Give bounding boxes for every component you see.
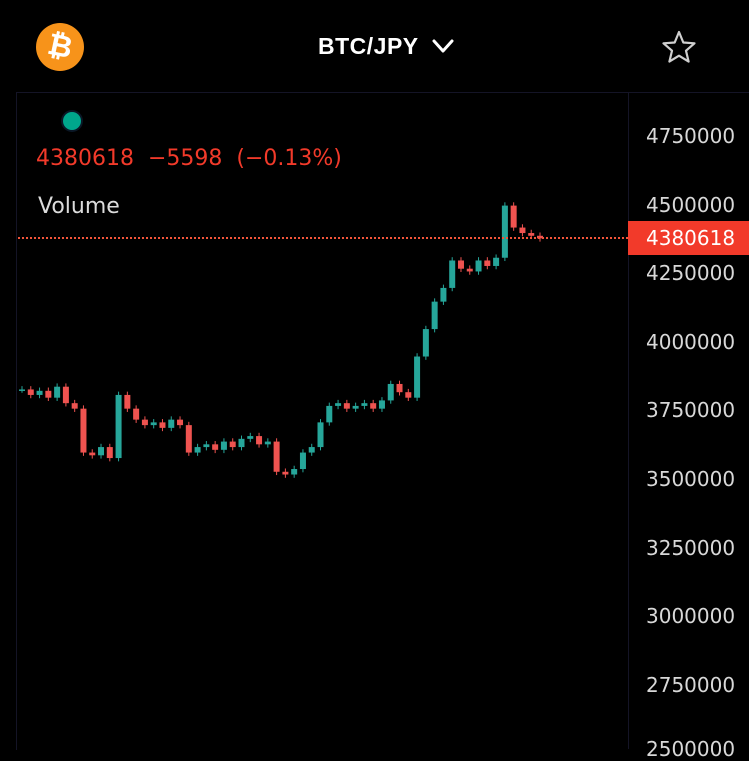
- quote-line: 4380618 −5598 (−0.13%): [36, 146, 342, 171]
- price-axis-tick: 4750000: [646, 124, 736, 148]
- candle: [98, 447, 105, 456]
- star-icon[interactable]: [662, 30, 696, 64]
- candle: [150, 422, 157, 426]
- candle: [71, 403, 78, 409]
- candle: [80, 408, 87, 453]
- candle: [466, 268, 473, 272]
- change-percent: (−0.13%): [236, 146, 342, 171]
- pair-selector[interactable]: BTC/JPY: [318, 30, 455, 62]
- candle: [414, 356, 421, 398]
- candle: [203, 444, 210, 448]
- candle: [370, 403, 377, 409]
- candle: [510, 205, 517, 228]
- candle: [220, 441, 227, 450]
- candle: [115, 394, 122, 459]
- candle: [194, 447, 201, 453]
- candle: [282, 471, 289, 475]
- pair-label: BTC/JPY: [318, 32, 419, 59]
- candle: [229, 441, 236, 448]
- candle: [317, 422, 324, 448]
- candle: [141, 419, 148, 426]
- price-axis-tick: 2500000: [646, 737, 736, 761]
- last-price-line: [18, 237, 628, 239]
- candle: [291, 469, 298, 475]
- candle: [273, 441, 280, 472]
- price-axis-tick: 4500000: [646, 192, 736, 217]
- candle: [256, 436, 263, 445]
- candle: [264, 441, 271, 445]
- candle: [457, 260, 464, 269]
- candle: [54, 386, 61, 398]
- price-axis-tick: 2750000: [646, 672, 736, 697]
- candle: [387, 383, 394, 401]
- candle: [185, 425, 192, 453]
- price-axis-tick: 3750000: [646, 398, 736, 423]
- candle: [449, 260, 456, 288]
- candle: [335, 403, 342, 406]
- candle: [168, 419, 175, 428]
- candle: [106, 447, 113, 459]
- candle: [361, 403, 368, 406]
- candle: [405, 392, 412, 398]
- price-axis-border: [628, 92, 629, 749]
- last-price-value: 4380618: [36, 146, 134, 171]
- last-price-tag: 4380618: [628, 221, 749, 255]
- price-axis-tick: 3500000: [646, 467, 736, 491]
- candle: [62, 386, 69, 404]
- candle: [89, 452, 96, 456]
- candle-series: [19, 202, 543, 478]
- candle: [396, 383, 403, 393]
- candle: [299, 452, 306, 470]
- price-axis-tick: 4250000: [646, 261, 736, 286]
- candle: [440, 287, 447, 302]
- candle: [212, 444, 219, 450]
- candle: [378, 400, 385, 409]
- bitcoin-logo-icon: ₿: [36, 23, 84, 71]
- candle: [326, 405, 333, 423]
- candle: [528, 233, 535, 236]
- price-axis-tick: 3250000: [646, 535, 736, 560]
- legend-status-dot: [61, 110, 83, 132]
- candle: [422, 329, 429, 357]
- candle: [177, 419, 184, 426]
- chevron-down-icon: [432, 39, 454, 53]
- candle: [159, 422, 166, 428]
- candle: [352, 405, 359, 409]
- change-value: −5598: [147, 146, 223, 171]
- candle: [45, 390, 52, 398]
- candle: [133, 408, 140, 420]
- candle: [27, 389, 34, 395]
- candle: [484, 260, 491, 266]
- volume-indicator-label: Volume: [38, 194, 120, 219]
- candle: [475, 260, 482, 272]
- candle: [308, 447, 315, 453]
- candle: [431, 301, 438, 330]
- candle: [124, 394, 131, 409]
- price-axis-tick: 4000000: [646, 329, 736, 354]
- chart-area[interactable]: [16, 92, 749, 750]
- price-axis-tick: 3000000: [646, 604, 736, 629]
- top-bar: ₿ BTC/JPY: [0, 0, 749, 92]
- candle: [519, 227, 526, 234]
- candle: [343, 403, 350, 409]
- candle: [19, 389, 25, 391]
- candle: [238, 438, 245, 448]
- candle: [36, 390, 43, 395]
- candle: [247, 436, 254, 439]
- candle: [493, 257, 500, 266]
- candle: [501, 205, 508, 258]
